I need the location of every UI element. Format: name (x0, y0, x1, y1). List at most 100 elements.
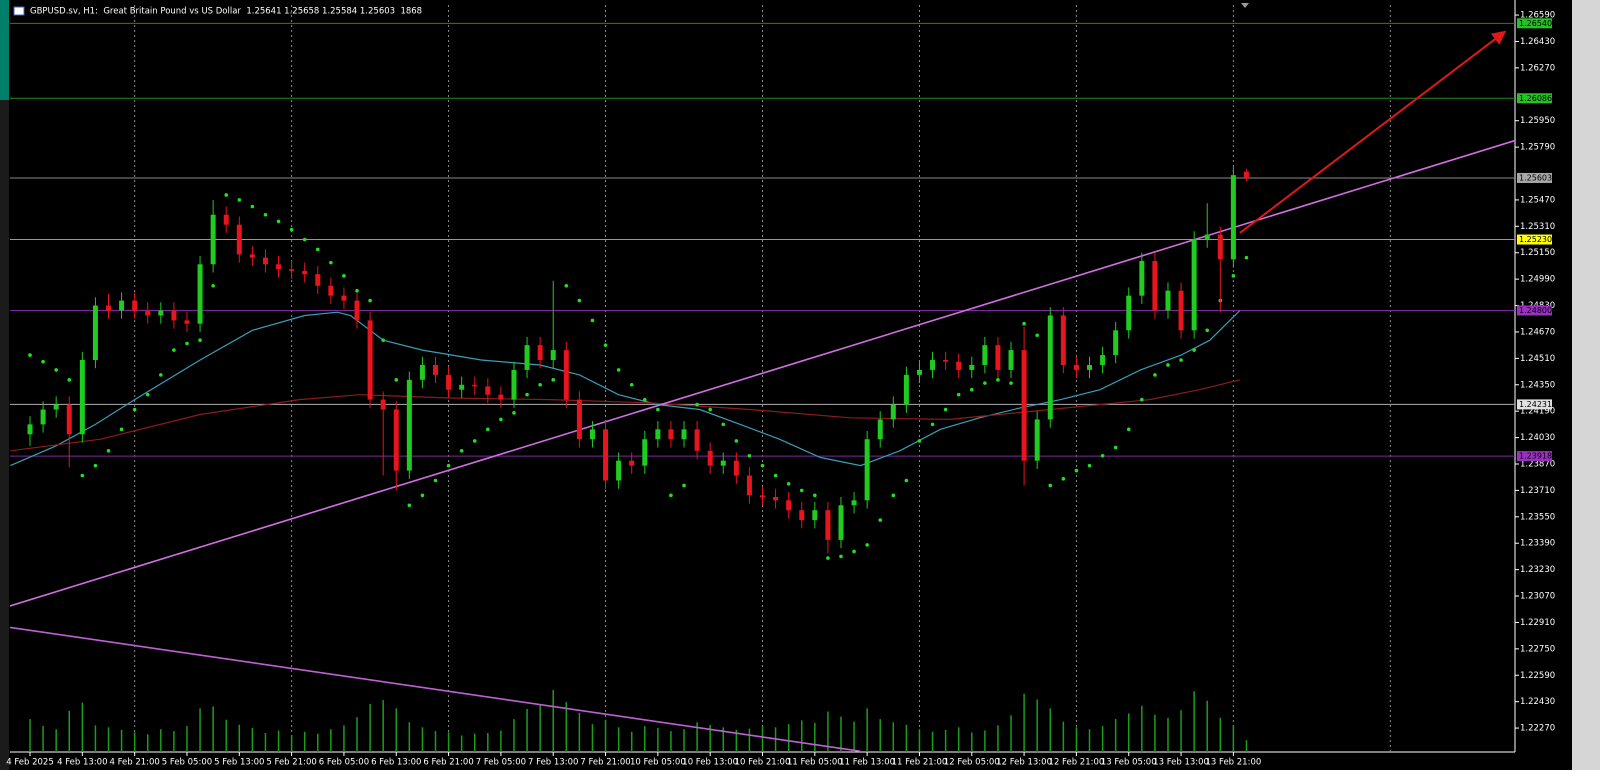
candle-body (877, 419, 883, 440)
sar-dot (577, 298, 582, 303)
volume-bar (303, 731, 306, 752)
volume-bar (827, 711, 829, 752)
chart-icon (13, 6, 25, 16)
volume-layer (29, 690, 1248, 752)
candle-body (786, 500, 792, 511)
candle-body (171, 310, 177, 321)
volume-bar (94, 725, 97, 752)
x-tick-label: 6 Feb 05:00 (319, 758, 369, 768)
x-tick-label: 12 Feb 21:00 (1049, 758, 1105, 768)
candle-body (302, 270, 308, 275)
candle-body (459, 384, 465, 390)
sar-dot (1231, 274, 1236, 278)
volume-bar (356, 717, 358, 752)
sar-dot (590, 318, 595, 323)
candle-body (825, 510, 831, 540)
candle-body (589, 429, 595, 440)
sar-dot (1061, 477, 1066, 481)
sar-dot (564, 283, 569, 288)
sar-dot (538, 382, 542, 387)
candle-body (746, 475, 752, 496)
sar-dot (1140, 397, 1144, 402)
left-edge (0, 0, 9, 770)
candle-body (158, 310, 164, 316)
sar-dot (603, 343, 608, 347)
volume-bar (984, 730, 986, 752)
chart-background (9, 0, 1572, 770)
sar-dot (302, 237, 307, 242)
sar-dot (551, 378, 556, 382)
volume-bar (971, 732, 973, 752)
x-tick-label: 5 Feb 13:00 (214, 758, 264, 768)
candle-body (341, 295, 347, 301)
sar-dot (904, 478, 909, 483)
moving-average (10, 310, 1241, 467)
x-tick-label: 5 Feb 05:00 (162, 758, 212, 768)
sar-dot (132, 407, 137, 412)
sar-dot (67, 378, 72, 382)
level-label: 1.25230 (1519, 235, 1552, 244)
volume-bar (1206, 700, 1208, 752)
level-label-bg (1517, 305, 1552, 316)
volume-bar (1180, 710, 1182, 752)
sar-dot (381, 338, 385, 343)
y-tick-label: 1.24990 (1520, 275, 1555, 285)
candle-body (79, 360, 85, 435)
volume-bar (1088, 729, 1091, 752)
sar-dot (250, 204, 255, 209)
sar-dot (433, 478, 438, 483)
trend-arrow (1239, 30, 1507, 234)
sar-dot (342, 274, 346, 278)
volume-bar (395, 708, 398, 752)
candle-body (760, 495, 765, 498)
sar-dot (682, 483, 686, 488)
volume-bar (866, 708, 868, 752)
level-label-bg (1517, 18, 1552, 29)
volume-bar (447, 732, 450, 752)
candle-body (655, 429, 661, 440)
volume-bar (1127, 713, 1130, 752)
volume-bar (1154, 714, 1156, 752)
candle-body (668, 429, 674, 440)
volume-bar (264, 733, 267, 752)
volume-bar (421, 727, 424, 752)
x-tick-label: 4 Feb 21:00 (109, 758, 159, 768)
volume-bar (408, 722, 411, 752)
candle-body (210, 214, 216, 265)
volume-bar (160, 729, 162, 752)
candle-body (642, 439, 648, 466)
candle-body (223, 214, 229, 225)
volume-bar (683, 729, 685, 752)
volume-bar (591, 724, 594, 752)
volume-bar (761, 726, 764, 752)
sar-dot (525, 392, 529, 397)
x-tick-label: 10 Feb 13:00 (682, 758, 738, 768)
candle-body (354, 300, 360, 321)
y-tick-label: 1.24350 (1520, 380, 1555, 390)
line-layer (10, 22, 1515, 752)
sar-dot (799, 488, 804, 493)
level-label: 1.24800 (1519, 306, 1552, 315)
sar-dot (119, 427, 124, 432)
volume-bar (1114, 719, 1117, 752)
volume-bar (186, 726, 188, 752)
sar-dot (721, 422, 726, 427)
y-tick-label: 1.24510 (1520, 354, 1555, 364)
sar-dot (1153, 373, 1157, 377)
candle-body (27, 424, 33, 435)
x-tick-label: 5 Feb 21:00 (266, 758, 316, 768)
volume-bar (670, 731, 672, 752)
volume-bar (460, 735, 463, 752)
sar-dot (368, 298, 372, 303)
level-label-bg (1517, 172, 1552, 183)
candle-body (419, 364, 425, 380)
volume-bar (748, 728, 751, 752)
sar-dot (1192, 348, 1196, 352)
y-tick-label: 1.23390 (1520, 539, 1555, 549)
y-tick-label: 1.25950 (1520, 116, 1555, 126)
sar-dot (983, 381, 987, 385)
sar-dot (54, 368, 58, 372)
sar-dot (499, 417, 503, 422)
sar-dot (407, 503, 412, 508)
candle-body (799, 510, 805, 521)
